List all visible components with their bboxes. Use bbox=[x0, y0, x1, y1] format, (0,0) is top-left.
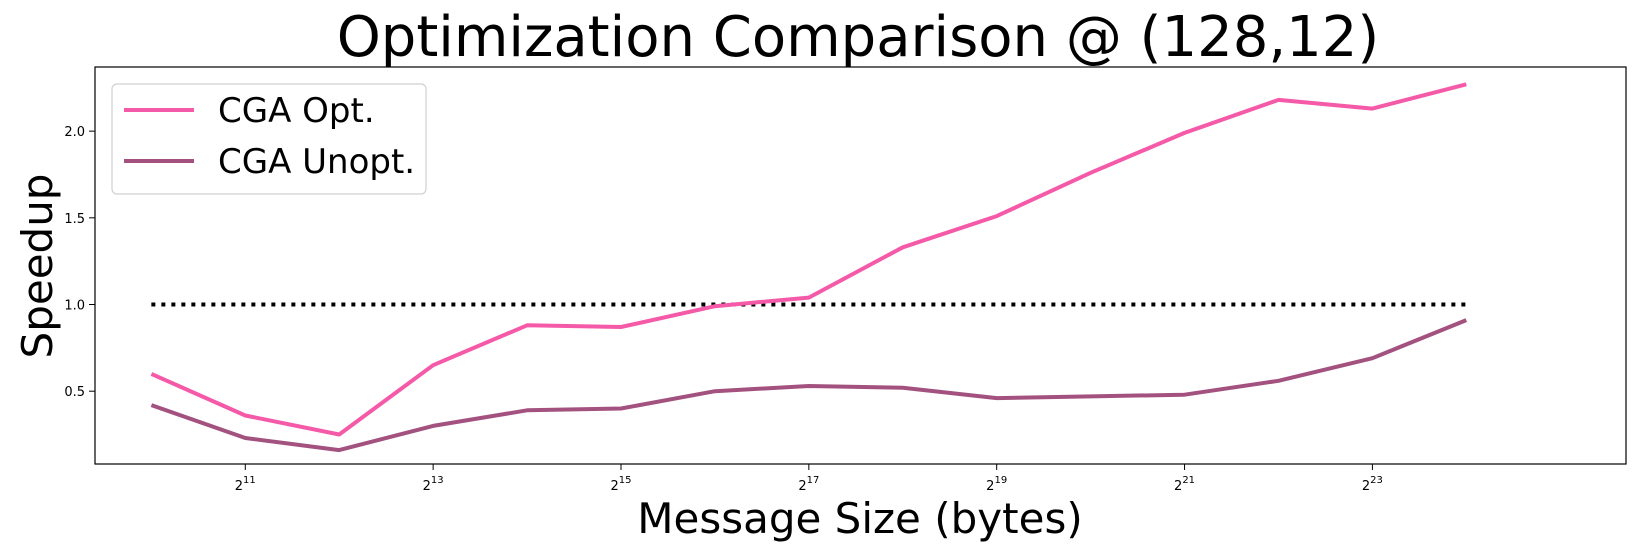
x-tick-exponent: 11 bbox=[243, 475, 256, 486]
x-tick-base: 2 bbox=[235, 479, 243, 494]
x-tick-label: 211 bbox=[235, 475, 256, 494]
x-tick-base: 2 bbox=[1174, 479, 1182, 494]
y-tick-label: 2.0 bbox=[64, 125, 85, 140]
y-tick-label: 1.5 bbox=[64, 212, 85, 227]
x-tick-label: 213 bbox=[423, 475, 444, 494]
x-tick-base: 2 bbox=[986, 479, 994, 494]
legend-label-cga-unopt: CGA Unopt. bbox=[218, 142, 415, 182]
x-tick-exponent: 21 bbox=[1182, 475, 1195, 486]
y-tick-label: 1.0 bbox=[64, 299, 85, 314]
series-line-cga-unopt bbox=[150, 318, 1468, 453]
x-axis-label: Message Size (bytes) bbox=[637, 494, 1082, 543]
series-group bbox=[150, 82, 1468, 453]
x-tick-exponent: 15 bbox=[619, 475, 632, 486]
x-tick-exponent: 19 bbox=[994, 475, 1007, 486]
x-tick-exponent: 13 bbox=[431, 475, 444, 486]
x-tick-exponent: 23 bbox=[1370, 475, 1383, 486]
x-tick-exponent: 17 bbox=[807, 475, 820, 486]
y-tick-label: 0.5 bbox=[64, 385, 85, 400]
x-tick-label: 223 bbox=[1362, 475, 1383, 494]
x-tick-label: 219 bbox=[986, 475, 1007, 494]
chart-title: Optimization Comparison @ (128,12) bbox=[337, 5, 1380, 70]
legend: CGA Opt. CGA Unopt. bbox=[111, 83, 427, 195]
x-tick-base: 2 bbox=[423, 479, 431, 494]
x-tick-label: 217 bbox=[798, 475, 819, 494]
x-tick-label: 215 bbox=[610, 475, 631, 494]
x-tick-base: 2 bbox=[610, 479, 618, 494]
y-axis-label: Speedup bbox=[13, 174, 62, 359]
legend-label-cga-opt: CGA Opt. bbox=[218, 91, 375, 131]
plot-frame bbox=[94, 66, 1627, 465]
x-tick-base: 2 bbox=[1362, 479, 1370, 494]
x-tick-base: 2 bbox=[798, 479, 806, 494]
x-tick-label: 221 bbox=[1174, 475, 1195, 494]
series-line-cga-opt bbox=[150, 82, 1467, 437]
